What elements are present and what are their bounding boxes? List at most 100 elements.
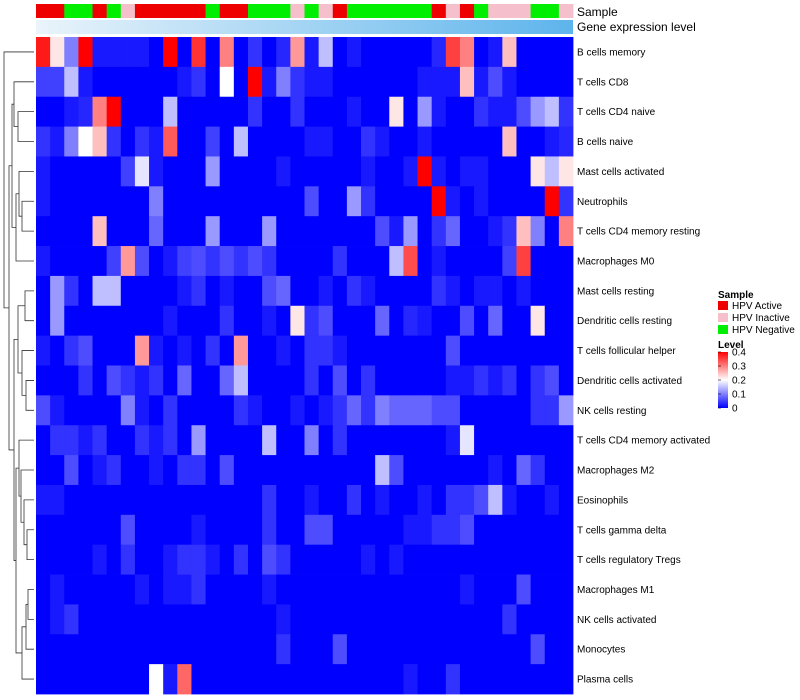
heatmap-cell	[318, 395, 334, 426]
heatmap-cell	[177, 275, 192, 307]
heatmap-cell	[205, 66, 221, 98]
heatmap-cell	[474, 126, 489, 157]
heatmap-cell	[163, 96, 178, 127]
heatmap-cell	[64, 395, 79, 426]
heatmap-cell	[403, 216, 418, 247]
heatmap-cell	[389, 425, 404, 456]
heatmap-cell	[459, 574, 475, 605]
row-labels: B cells memory T cells CD8 T cells CD4 nai…	[577, 47, 710, 685]
heatmap-cell	[516, 96, 531, 127]
heatmap-cell	[318, 634, 334, 665]
heatmap-cell	[120, 246, 136, 277]
heatmap-cell	[219, 514, 235, 546]
row-label: Neutrophils	[577, 197, 628, 208]
heatmap-cell	[177, 455, 192, 486]
heatmap-cell	[361, 37, 376, 68]
heatmap-cell	[544, 186, 560, 217]
heatmap-cell	[205, 395, 221, 426]
heatmap-cell	[233, 425, 249, 456]
heatmap-cell	[530, 544, 546, 575]
heatmap-cell	[445, 604, 461, 635]
heatmap-cell	[247, 126, 263, 157]
heatmap-cell	[276, 395, 291, 426]
heatmap-cell	[304, 395, 320, 426]
heatmap-cell	[431, 186, 447, 217]
heatmap-cell	[530, 634, 546, 665]
heatmap-cell	[417, 66, 433, 98]
heatmap-cell	[64, 275, 79, 307]
heatmap-cell	[530, 574, 546, 605]
heatmap-cell	[120, 425, 136, 456]
heatmap-cell	[516, 604, 531, 635]
heatmap-cell	[304, 455, 320, 486]
heatmap-cell	[64, 156, 79, 187]
heatmap-cell	[134, 634, 150, 665]
heatmap-cell	[50, 305, 65, 337]
heatmap-cell	[219, 425, 235, 456]
heatmap-cell	[488, 544, 503, 575]
heatmap-cell	[304, 96, 320, 127]
heatmap-cell	[233, 484, 249, 516]
heatmap-cell	[177, 126, 192, 157]
heatmap-cell	[558, 186, 574, 217]
dendrogram-branch	[17, 305, 25, 374]
heatmap-cell	[304, 365, 320, 396]
heatmap-cell	[64, 634, 79, 665]
heatmap-cell	[233, 544, 249, 575]
sample-annotation-cell	[558, 4, 574, 18]
heatmap-cell	[92, 544, 108, 575]
heatmap-cell	[474, 604, 489, 635]
heatmap-cell	[290, 664, 305, 695]
heatmap-cell	[106, 335, 122, 366]
heatmap-cell	[488, 216, 503, 247]
sample-annotation-cell	[134, 4, 150, 18]
heatmap-cell	[247, 574, 263, 605]
heatmap-cell	[502, 484, 517, 516]
sample-annotation-cell	[92, 4, 108, 18]
heatmap-cell	[459, 335, 475, 366]
heatmap-cell	[516, 395, 531, 426]
heatmap-cell	[516, 335, 531, 366]
heatmap-cell	[219, 335, 235, 366]
dendrogram-branch	[20, 469, 34, 523]
heatmap-cell	[389, 186, 404, 217]
heatmap-cell	[417, 126, 433, 157]
heatmap-cell	[191, 126, 206, 157]
heatmap-cell	[276, 574, 291, 605]
heatmap-cell	[177, 544, 192, 575]
heatmap-cell	[177, 335, 192, 366]
heatmap-cell	[558, 96, 574, 127]
heatmap-cell	[92, 455, 108, 486]
heatmap-cell	[134, 395, 150, 426]
heatmap-cell	[304, 305, 320, 337]
heatmap-cell	[247, 484, 263, 516]
heatmap-cell	[332, 156, 348, 187]
heatmap-cell	[120, 664, 136, 695]
dendrogram-branch	[13, 81, 34, 127]
heatmap-cell	[134, 425, 150, 456]
row-label: Dendritic cells resting	[577, 316, 672, 327]
heatmap-cell	[50, 484, 65, 516]
sample-annotation-cell	[445, 4, 461, 18]
heatmap-cell	[474, 186, 489, 217]
heatmap-cell	[290, 305, 305, 337]
heatmap-cell	[361, 246, 376, 277]
heatmap-cell	[445, 216, 461, 247]
heatmap-cell	[36, 664, 51, 695]
heatmap-cell	[247, 305, 263, 337]
heatmap-cell	[247, 216, 263, 247]
level-legend-title: Level	[718, 340, 744, 351]
heatmap-cell	[474, 664, 489, 695]
heatmap-cell	[163, 335, 178, 366]
heatmap-cell	[488, 126, 503, 157]
heatmap-cell	[318, 96, 334, 127]
heatmap-cell	[445, 395, 461, 426]
heatmap-cell	[361, 514, 376, 546]
row-label: Mast cells activated	[577, 167, 664, 178]
heatmap-cell	[149, 395, 164, 426]
heatmap-cell	[346, 544, 362, 575]
heatmap-cell	[149, 574, 164, 605]
sample-annotation-cell	[78, 4, 93, 18]
heatmap-cell	[530, 365, 546, 396]
heatmap-cell	[474, 484, 489, 516]
